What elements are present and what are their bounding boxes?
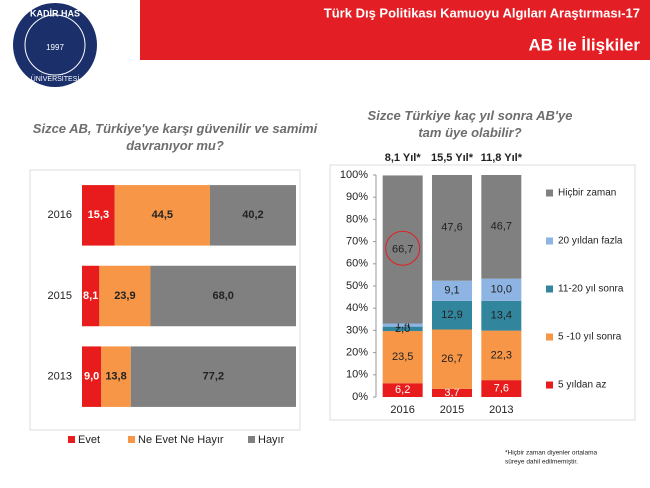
data-label: 68,0 [213,290,234,302]
bar-segment [382,326,423,332]
y-tick-label: 80% [346,213,368,225]
footnote: *Hiçbir zaman diyenler ortalama [505,450,598,457]
data-label: 13,8 [105,371,126,383]
y-tick-label: 50% [346,280,368,292]
legend-swatch [546,285,553,293]
y-tick-label: 0% [352,391,368,403]
bar-segment [130,346,296,407]
legend-swatch [68,436,75,443]
bar-segment [114,185,210,246]
bar-segment [432,280,472,301]
y-tick-label: 70% [346,236,368,248]
footnote: süreye dahil edilmemiştir. [505,459,578,466]
logo-year: 1997 [46,43,64,52]
data-label: 23,5 [392,351,413,363]
legend-swatch [248,436,255,443]
bar-segment [481,300,522,331]
bar-segment [150,265,296,327]
y-tick-label: 20% [346,347,368,359]
bar-segment [382,323,423,327]
data-label: 77,2 [203,371,224,383]
top-label: 8,1 Yıl* [385,152,422,164]
logo-text: KADİR HAS [30,8,80,18]
data-label: 66,7 [392,243,413,255]
data-label: 13,4 [491,310,512,322]
legend-swatch [546,333,553,341]
legend-swatch [128,436,135,443]
data-label: 9,0 [84,371,99,383]
data-label: 46,7 [491,221,512,233]
legend-label: 20 yıldan fazla [558,236,623,247]
bar-segment [82,265,100,327]
data-label: 40,2 [242,209,263,221]
chart-title: Sizce Türkiye kaç yıl sonra AB'ye tam üy… [367,108,573,140]
data-label: 26,7 [441,353,462,365]
y-tick-label: 2016 [48,209,72,221]
legend-label: Hiçbir zaman [558,188,616,199]
bar-segment [481,330,522,381]
data-label: 44,5 [152,209,173,221]
data-label: 12,9 [441,309,462,321]
bar-segment [382,383,423,397]
legend-label: 5 -10 yıl sonra [558,332,622,343]
bar-segment [481,278,522,301]
top-label: 11,8 Yıl* [481,152,523,164]
data-label: 7,6 [494,382,509,394]
y-tick-label: 60% [346,258,368,270]
y-tick-label: 2013 [48,371,72,383]
data-label: 3,7 [444,387,459,399]
header-subtitle: AB ile İlişkiler [529,35,641,54]
legend-label: 11-20 yıl sonra [558,284,624,295]
y-tick-label: 30% [346,324,368,336]
legend-label: 5 yıldan az [558,380,606,391]
x-tick-label: 2016 [390,404,414,416]
data-label: 10,0 [491,284,512,296]
legend-label: Evet [78,434,100,446]
plot-frame [329,164,636,421]
bar-segment [432,300,472,330]
bar-segment [432,388,472,397]
bar-segment [209,185,296,246]
y-tick-label: 90% [346,191,368,203]
y-tick-label: 40% [346,302,368,314]
bar-segment [382,331,423,384]
y-tick-label: 10% [346,369,368,381]
data-label: 22,3 [491,349,512,361]
bar-segment [82,346,102,407]
legend-swatch [546,381,553,389]
bar-segment [432,175,472,281]
bar-segment [382,175,423,324]
highlight-circle [385,230,421,266]
header-title: Türk Dış Politikası Kamuoyu Algıları Ara… [324,5,640,20]
bar-segment [481,380,522,397]
plot-frame [29,169,301,431]
header-bar [140,0,650,60]
legend-swatch [546,189,553,197]
legend-swatch [546,237,553,245]
data-label: 47,6 [441,222,462,234]
data-label: 8,1 [83,290,98,302]
y-tick-label: 100% [340,169,368,181]
bar-segment [432,329,472,389]
bar-segment [82,185,115,246]
data-label: 6,2 [395,384,410,396]
x-tick-label: 2015 [440,404,464,416]
legend-label: Hayır [258,434,285,446]
bar-segment [481,175,522,279]
data-label: 9,1 [444,285,459,297]
logo-text: ÜNİVERSİTESİ [31,74,80,83]
top-label: 15,5 Yıl* [431,152,474,164]
bar-segment [101,346,131,407]
x-tick-label: 2013 [489,404,513,416]
y-tick-label: 2015 [48,290,72,302]
logo-ring [24,14,86,76]
bar-segment [99,265,151,327]
data-label: 23,9 [114,290,135,302]
data-label: 15,3 [88,209,109,221]
legend-label: Ne Evet Ne Hayır [138,434,224,446]
chart-title: Sizce AB, Türkiye'ye karşı güvenilir ve … [32,121,318,153]
